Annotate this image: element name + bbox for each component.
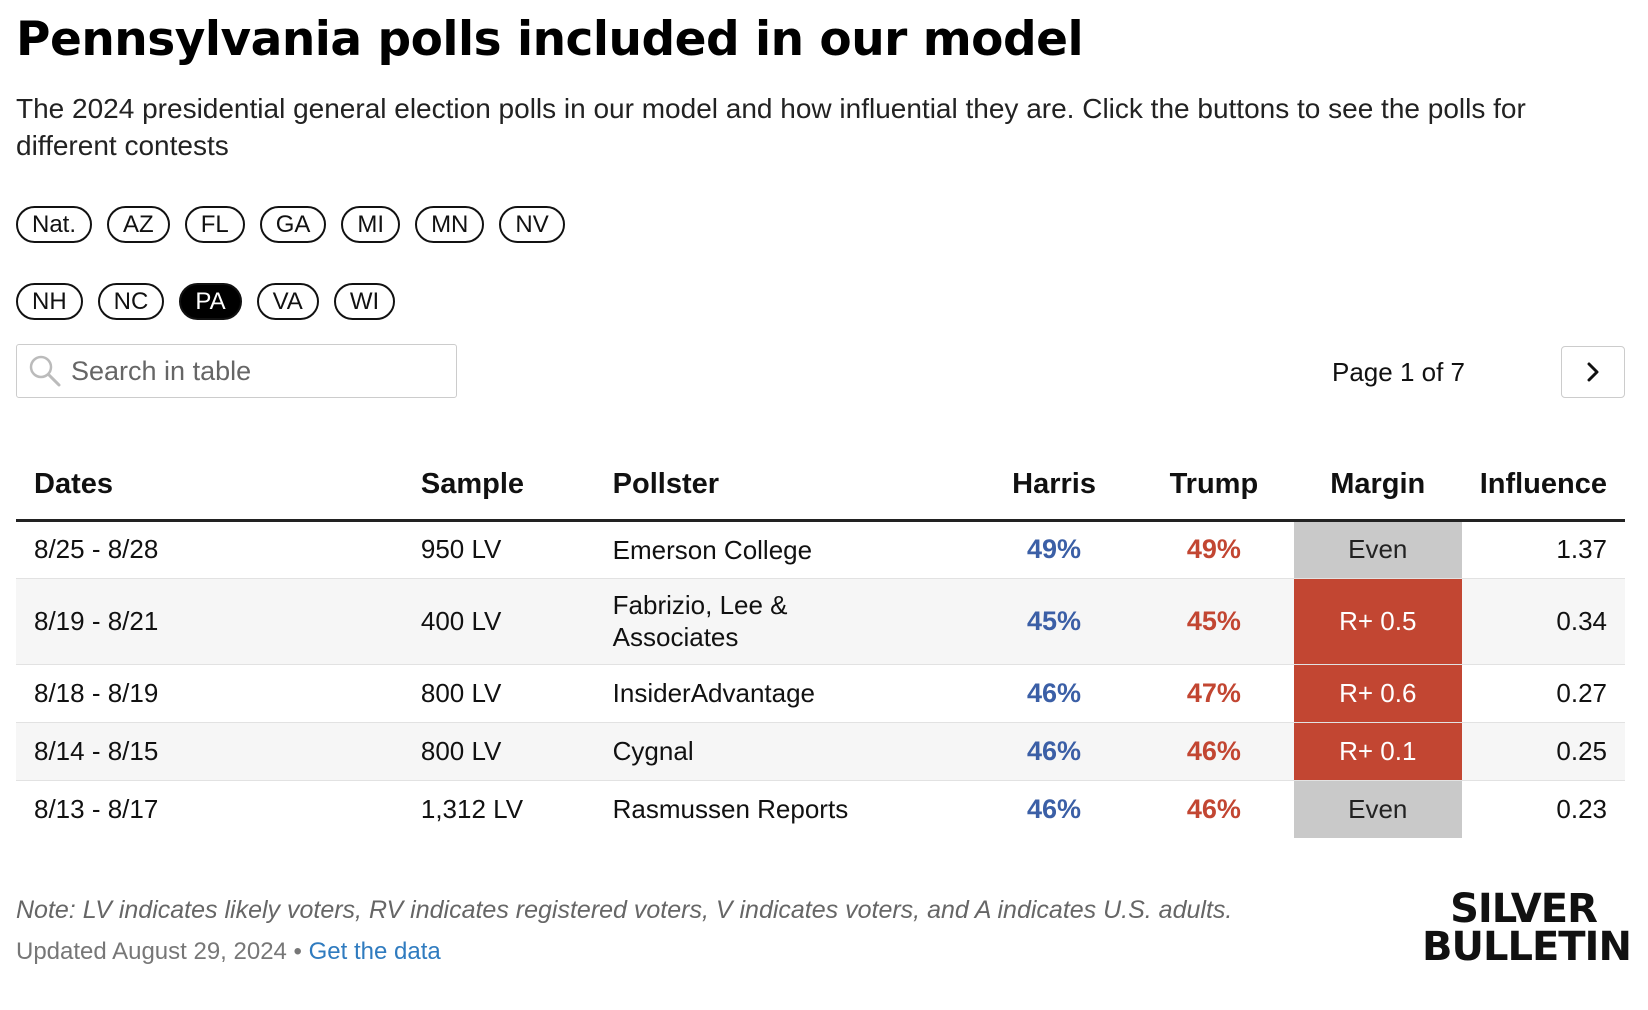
search-icon	[29, 355, 61, 387]
column-header-influence[interactable]: Influence	[1461, 450, 1625, 522]
cell-influence: 0.27	[1461, 664, 1625, 723]
table-row: 8/18 - 8/19 800 LV InsiderAdvantage 46% …	[16, 664, 1625, 723]
cell-sample: 400 LV	[402, 578, 595, 665]
table-row: 8/14 - 8/15 800 LV Cygnal 46% 46% R+ 0.1…	[16, 722, 1625, 781]
cell-harris: 46%	[974, 664, 1134, 723]
search-box	[16, 344, 457, 398]
cell-influence: 1.37	[1461, 520, 1625, 579]
search-input[interactable]	[71, 355, 431, 387]
page-title: Pennsylvania polls included in our model	[16, 12, 1084, 67]
updated-line: Updated August 29, 2024 • Get the data	[16, 938, 441, 966]
cell-sample: 1,312 LV	[420, 793, 524, 824]
column-header-trump[interactable]: Trump	[1133, 450, 1294, 522]
contest-button-mi[interactable]: MI	[341, 206, 401, 243]
cell-dates: 8/14 - 8/15	[16, 722, 403, 781]
polls-table: Dates Sample Pollster Harris Trump Margi…	[16, 450, 1625, 838]
contest-button-nat[interactable]: Nat.	[16, 206, 93, 243]
cell-margin: R+ 0.1	[1293, 722, 1462, 781]
cell-harris: 49%	[974, 520, 1134, 579]
column-header-margin[interactable]: Margin	[1293, 450, 1462, 522]
cell-trump: 47%	[1133, 664, 1294, 723]
cell-dates: 8/13 - 8/17	[34, 793, 159, 824]
cell-harris: 45%	[974, 578, 1134, 665]
table-row: 8/13 - 8/17 1,312 LV Rasmussen Reports 4…	[16, 780, 1625, 838]
cell-harris: 46%	[1027, 793, 1082, 824]
cell-dates: 8/25 - 8/28	[16, 520, 403, 579]
column-header-harris[interactable]: Harris	[974, 450, 1134, 522]
cell-margin: Even	[1293, 520, 1462, 579]
cell-trump: 45%	[1133, 578, 1294, 665]
cell-margin: Even	[1293, 780, 1462, 838]
column-header-dates[interactable]: Dates	[16, 450, 403, 522]
cell-pollster: Rasmussen Reports	[612, 794, 849, 825]
cell-influence: 0.25	[1461, 722, 1625, 781]
contest-buttons-row-2: NH NC PA VA WI	[16, 283, 396, 320]
cell-margin: R+ 0.6	[1293, 664, 1462, 723]
updated-date: Updated August 29, 2024	[16, 938, 287, 965]
logo-line-2: BULLETIN	[1422, 924, 1632, 970]
contest-button-ga[interactable]: GA	[259, 206, 327, 243]
silver-bulletin-logo: SILVER BULLETIN	[1422, 886, 1632, 970]
column-header-sample[interactable]: Sample	[402, 450, 595, 522]
contest-button-az[interactable]: AZ	[107, 206, 170, 243]
contest-button-nv[interactable]: NV	[499, 206, 565, 243]
table-row: 8/25 - 8/28 950 LV Emerson College 49% 4…	[16, 520, 1625, 579]
column-header-pollster[interactable]: Pollster	[594, 450, 975, 522]
cell-pollster: Fabrizio, Lee & Associates	[594, 578, 975, 665]
contest-buttons-row-1: Nat. AZ FL GA MI MN NV	[16, 206, 565, 243]
cell-influence: 0.23	[1556, 793, 1607, 824]
cell-sample: 800 LV	[402, 664, 595, 723]
cell-dates: 8/19 - 8/21	[16, 578, 403, 665]
next-page-button[interactable]	[1561, 346, 1625, 398]
cell-pollster: Cygnal	[594, 722, 975, 781]
contest-button-fl[interactable]: FL	[184, 206, 245, 243]
cell-harris: 46%	[974, 722, 1134, 781]
page-indicator: Page 1 of 7	[1332, 357, 1465, 387]
logo-line-1: SILVER	[1450, 886, 1598, 932]
page-subtitle: The 2024 presidential general election p…	[16, 93, 1526, 161]
cell-sample: 800 LV	[402, 722, 595, 781]
footnote: Note: LV indicates likely voters, RV ind…	[16, 896, 1233, 924]
cell-pollster: InsiderAdvantage	[594, 664, 975, 723]
cell-trump: 46%	[1186, 793, 1241, 824]
table-row: 8/19 - 8/21 400 LV Fabrizio, Lee & Assoc…	[16, 578, 1625, 665]
get-data-link[interactable]: Get the data	[308, 938, 441, 965]
cell-sample: 950 LV	[402, 520, 595, 579]
chevron-right-icon	[1587, 362, 1599, 382]
contest-button-mn[interactable]: MN	[415, 206, 485, 243]
cell-trump: 46%	[1133, 722, 1294, 781]
cell-trump: 49%	[1133, 520, 1294, 579]
table-header-row: Dates Sample Pollster Harris Trump Margi…	[16, 450, 1625, 522]
separator: •	[286, 938, 309, 965]
cell-influence: 0.34	[1461, 578, 1625, 665]
contest-button-wi[interactable]: WI	[333, 283, 396, 320]
cell-pollster: Emerson College	[594, 520, 975, 579]
contest-button-va[interactable]: VA	[256, 283, 319, 320]
contest-button-pa[interactable]: PA	[179, 283, 242, 320]
contest-button-nh[interactable]: NH	[16, 283, 83, 320]
cell-margin: R+ 0.5	[1293, 578, 1462, 665]
contest-button-nc[interactable]: NC	[97, 283, 165, 320]
cell-dates: 8/18 - 8/19	[16, 664, 403, 723]
